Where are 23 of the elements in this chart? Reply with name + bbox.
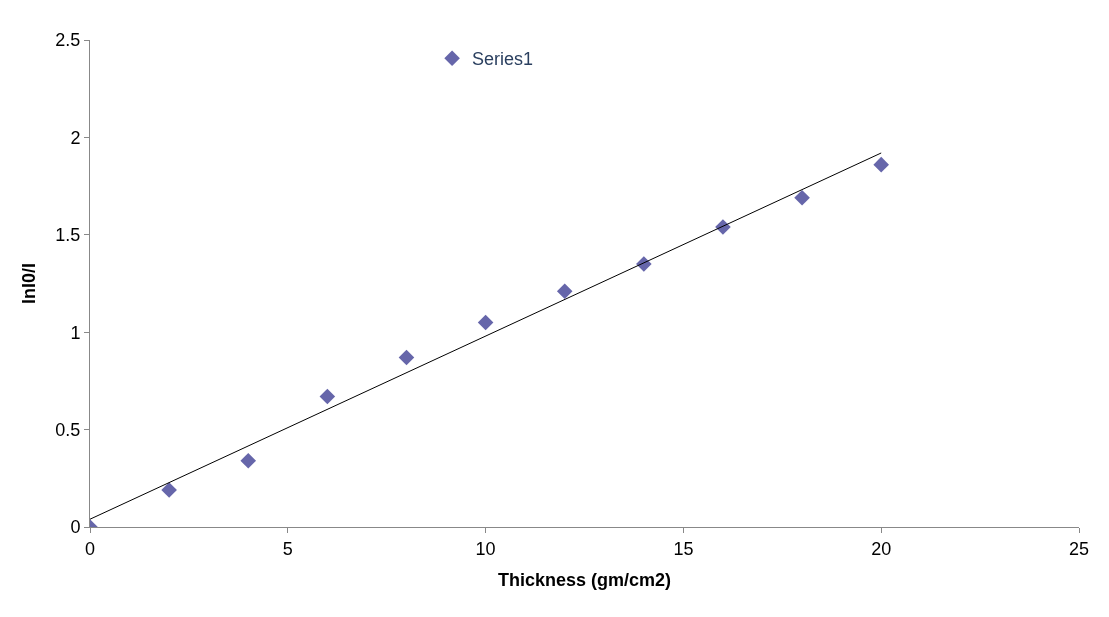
point (794, 189, 810, 206)
y-tick-label: 1.5 (55, 225, 81, 246)
x-tick-label: 20 (871, 538, 892, 559)
legend-label: Series1 (472, 49, 534, 70)
point (161, 482, 177, 498)
y-tick-label: 2.5 (55, 30, 81, 51)
point (477, 314, 494, 331)
point (556, 283, 573, 300)
x-tick-label: 5 (282, 538, 293, 559)
x-tick-label: 10 (475, 538, 496, 559)
point (240, 452, 257, 469)
y-tick-label: 0 (70, 517, 81, 538)
y-tick-label: 0.5 (55, 419, 81, 440)
point (873, 156, 889, 173)
x-tick-label: 25 (1068, 538, 1090, 559)
point (398, 349, 415, 366)
point (319, 388, 336, 405)
y-tick-label: 2 (70, 127, 81, 148)
y-axis-title: lnI0/I (18, 262, 39, 305)
y-tick-label: 1 (70, 322, 81, 343)
x-axis-title: Thickness (gm/cm2) (497, 569, 672, 590)
x-tick-label: 15 (673, 538, 694, 559)
x-tick-label: 0 (84, 538, 96, 559)
